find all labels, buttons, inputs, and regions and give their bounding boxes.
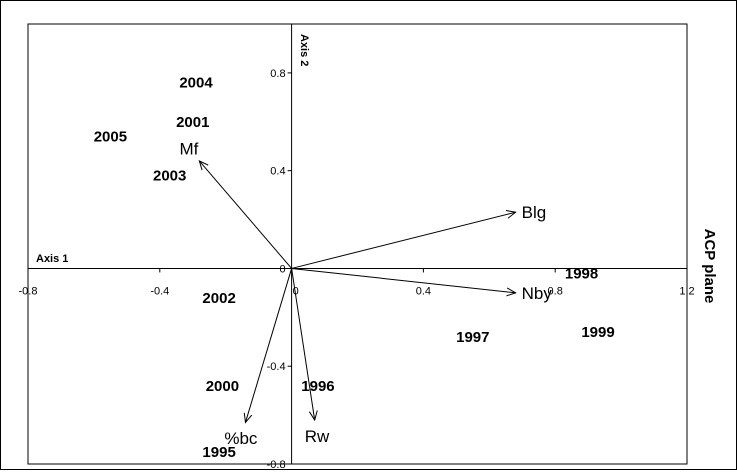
year-point-label: 1998 (565, 265, 598, 282)
vector-arrow (291, 268, 315, 420)
year-point-label: 2002 (202, 290, 235, 307)
vector-label: Nby (522, 284, 553, 303)
vector-label: Rw (305, 427, 330, 446)
year-point-label: 2004 (179, 75, 213, 92)
x-tick-label: -0.8 (19, 285, 38, 297)
y-tick-label: -0.8 (267, 459, 286, 470)
y-ticks: 0.8 0.4 -0.4 -0.8 0 (267, 68, 292, 471)
vector-label: Blg (522, 203, 547, 222)
y-axis-label: Axis 2 (298, 34, 310, 66)
x-tick-label: 0.4 (416, 285, 431, 297)
vector-arrow (245, 268, 293, 422)
x-tick-label: 0.8 (548, 285, 563, 297)
vector-arrow (291, 267, 516, 292)
year-point-label: 1995 (202, 444, 235, 461)
year-point-label: 2001 (176, 114, 209, 131)
y-tick-label: 0.8 (270, 68, 285, 80)
x-tick-label: 0 (293, 285, 299, 297)
year-point-label: 1999 (581, 324, 614, 341)
year-point-label: 1997 (456, 329, 489, 346)
vector-arrow (199, 161, 292, 269)
x-tick-label: -0.4 (150, 285, 169, 297)
origin-label: 0 (279, 263, 285, 275)
vector-label: %bc (224, 429, 258, 448)
vectors: Mf Blg Nby %bc Rw (179, 140, 552, 448)
x-axis-label: Axis 1 (36, 253, 68, 265)
year-point-label: 2003 (153, 168, 186, 185)
vector-arrow (291, 212, 516, 269)
chart-title: ACP plane (701, 229, 718, 304)
year-point-label: 1996 (301, 378, 334, 395)
x-tick-label: 1.2 (679, 285, 694, 297)
x-ticks: -0.8 -0.4 0 0.4 0.8 1.2 (19, 268, 695, 297)
y-tick-label: 0.4 (270, 166, 285, 178)
vector-label: Mf (179, 140, 198, 159)
points: 2004 2001 2005 2003 2002 2000 1996 1995 1998 1997… (94, 75, 615, 461)
year-point-label: 2005 (94, 128, 127, 145)
year-point-label: 2000 (206, 378, 239, 395)
plot-area-border (27, 23, 688, 465)
y-tick-label: -0.4 (267, 361, 286, 373)
